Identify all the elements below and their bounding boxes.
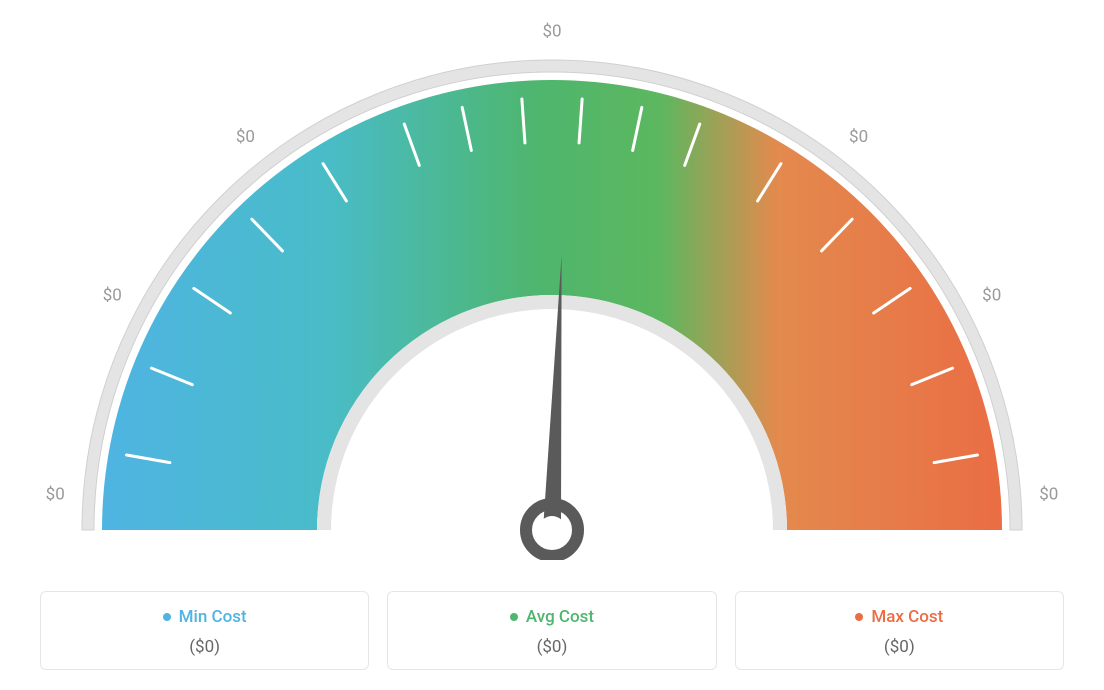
legend-label-text: Avg Cost — [526, 607, 594, 627]
gauge-svg: $0 $0 $0 $0 $0 $0 $0 — [0, 0, 1104, 560]
svg-text:$0: $0 — [103, 286, 122, 306]
legend-label-max: Max Cost — [855, 607, 943, 627]
legend-value-avg: ($0) — [398, 637, 705, 657]
legend-row: Min Cost ($0) Avg Cost ($0) Max Cost ($0… — [40, 591, 1064, 670]
svg-text:$0: $0 — [1039, 485, 1058, 505]
legend-item-max: Max Cost ($0) — [735, 591, 1064, 670]
svg-text:$0: $0 — [236, 127, 255, 147]
chart-container: $0 $0 $0 $0 $0 $0 $0 Min Cost ($0) Avg Cost ($… — [0, 0, 1104, 690]
legend-label-avg: Avg Cost — [510, 607, 594, 627]
legend-value-max: ($0) — [746, 637, 1053, 657]
legend-item-min: Min Cost ($0) — [40, 591, 369, 670]
svg-text:$0: $0 — [849, 127, 868, 147]
dot-icon — [510, 613, 518, 621]
svg-text:$0: $0 — [46, 485, 65, 505]
legend-label-min: Min Cost — [163, 607, 247, 627]
dot-icon — [855, 613, 863, 621]
legend-label-text: Max Cost — [871, 607, 943, 627]
legend-value-min: ($0) — [51, 637, 358, 657]
gauge-chart: $0 $0 $0 $0 $0 $0 $0 — [0, 0, 1104, 560]
svg-text:$0: $0 — [982, 286, 1001, 306]
svg-text:$0: $0 — [542, 21, 561, 41]
dot-icon — [163, 613, 171, 621]
legend-label-text: Min Cost — [179, 607, 247, 627]
legend-item-avg: Avg Cost ($0) — [387, 591, 716, 670]
